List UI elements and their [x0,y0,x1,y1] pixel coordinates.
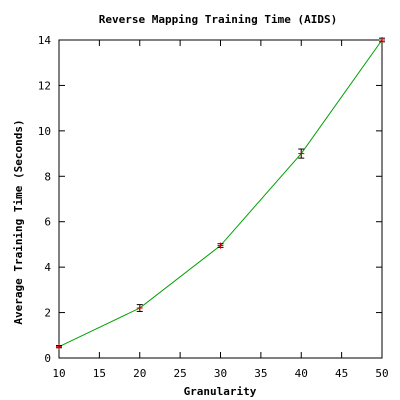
x-tick-label: 50 [375,367,388,380]
data-point [137,305,143,312]
x-tick-label: 25 [174,367,187,380]
y-tick-label: 14 [38,34,52,47]
x-tick-label: 10 [52,367,65,380]
y-tick-label: 2 [44,307,51,320]
plot-frame [59,40,382,358]
x-tick-label: 15 [93,367,106,380]
y-tick-label: 4 [44,261,51,274]
x-tick-label: 45 [335,367,348,380]
y-axis-label: Average Training Time (Seconds) [12,119,25,324]
y-tick-label: 12 [38,79,51,92]
data-point [379,37,385,43]
chart-title: Reverse Mapping Training Time (AIDS) [99,13,337,26]
y-tick-label: 0 [44,352,51,365]
y-tick-label: 8 [44,170,51,183]
x-tick-label: 20 [133,367,146,380]
x-tick-label: 30 [214,367,227,380]
x-tick-label: 40 [295,367,308,380]
data-point [56,344,62,350]
series-layer [56,37,385,350]
y-tick-label: 10 [38,125,51,138]
y-tick-label: 6 [44,216,51,229]
axis-ticks: 10 15 20 25 30 35 40 45 50 0 2 4 6 8 10 12 14 [38,34,389,380]
data-point [218,243,224,249]
series-line [59,40,382,347]
x-tick-label: 35 [254,367,267,380]
x-axis-label: Granularity [184,385,257,398]
